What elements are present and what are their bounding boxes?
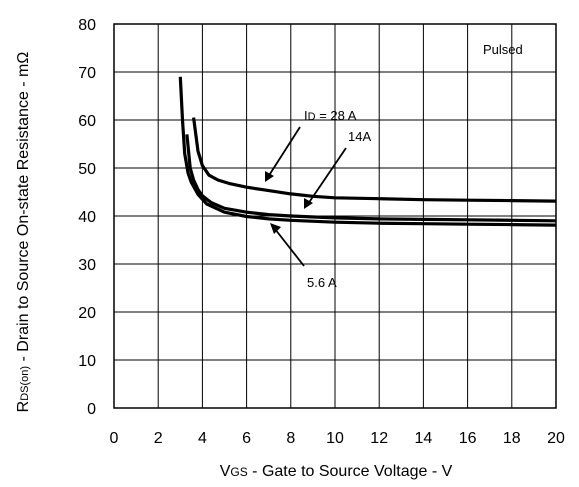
x-tick-label: 4 [198, 430, 207, 447]
x-tick-label: 18 [503, 430, 521, 447]
y-tick-label: 70 [78, 65, 96, 82]
series-line-3 [178, 76, 557, 227]
x-tick-label: 20 [547, 430, 565, 447]
x-tick-label: 0 [110, 430, 119, 447]
x-tick-label: 10 [326, 430, 344, 447]
y-tick-label: 80 [78, 17, 96, 34]
x-tick-label: 2 [154, 430, 163, 447]
y-tick-label: 0 [87, 401, 96, 418]
series-line-1 [192, 117, 557, 203]
label-28a: = 28 A [316, 108, 357, 123]
y-tick-labels: 0 10 20 30 40 50 60 70 80 [78, 17, 96, 418]
arrow-14a-head [304, 198, 313, 209]
y-tick-label: 60 [78, 113, 96, 130]
arrow-14a-line [307, 147, 347, 205]
arrow-28a-line [267, 126, 301, 178]
arrow-28a-head [265, 171, 274, 182]
series-line-2 [185, 134, 557, 223]
label-14a: 14A [348, 129, 371, 144]
id-prefix: I [304, 108, 308, 123]
series-lines [178, 76, 557, 227]
x-tick-label: 6 [242, 430, 251, 447]
x-axis-label: VGS - Gate to Source Voltage - V [220, 463, 453, 480]
x-tick-label: 8 [286, 430, 295, 447]
label-5-6a: 5.6 A [307, 275, 337, 290]
y-tick-label: 50 [78, 161, 96, 178]
pulsed-label: Pulsed [483, 42, 523, 57]
y-axis-label: RDS(on) - Drain to Source On-state Resis… [15, 52, 32, 413]
y-tick-label: 20 [78, 305, 96, 322]
id-28a-label: ID = 28 A [304, 108, 357, 123]
id-subscript: D [308, 111, 316, 123]
x-tick-labels: 0 2 4 6 8 10 12 14 16 18 20 [110, 430, 565, 447]
x-tick-label: 12 [370, 430, 388, 447]
x-tick-label: 14 [415, 430, 433, 447]
arrow-5-6a-line [274, 228, 305, 267]
x-tick-label: 16 [459, 430, 477, 447]
y-tick-label: 10 [78, 353, 96, 370]
y-tick-label: 30 [78, 257, 96, 274]
y-tick-label: 40 [78, 209, 96, 226]
arrow-5-6a-head [270, 223, 281, 234]
plot-frame [113, 23, 557, 409]
